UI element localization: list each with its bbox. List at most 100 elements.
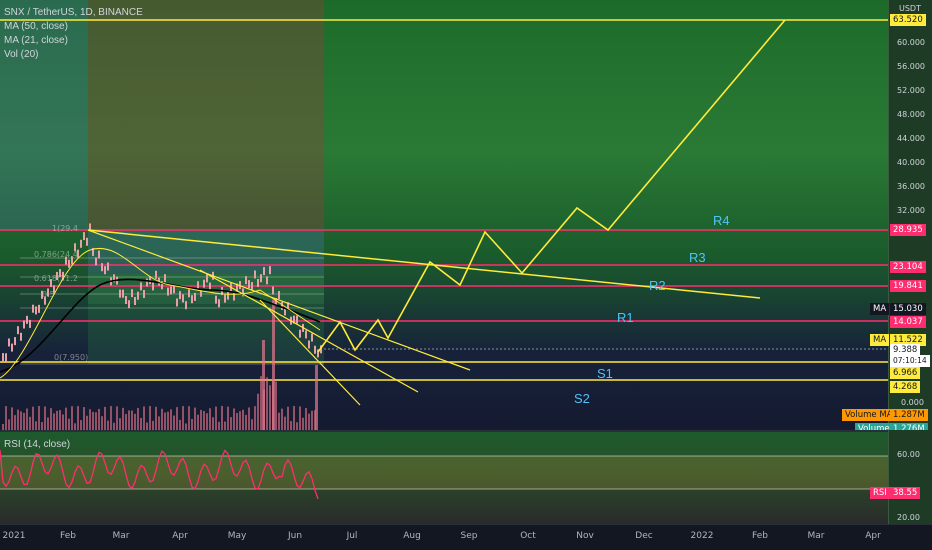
volume-bar	[179, 419, 181, 430]
volume-bar	[188, 406, 190, 430]
time-axis[interactable]: 2021 Feb Mar Apr May Jun Jul Aug Sep Oct…	[0, 524, 932, 550]
price-candle	[131, 289, 133, 298]
price-candle	[308, 340, 310, 349]
time-label: Apr	[172, 531, 188, 541]
legend-symbol[interactable]: SNX / TetherUS, 1D, BINANCE	[4, 7, 143, 18]
ma50-line	[0, 278, 321, 373]
volume-bar	[29, 416, 31, 430]
volume-bar	[35, 421, 37, 430]
price-candle	[320, 345, 322, 354]
zone-label-r3: R3	[689, 250, 706, 265]
time-label: Aug	[403, 531, 421, 541]
volume-bar	[302, 417, 304, 430]
price-candle	[89, 223, 91, 232]
price-candle	[104, 266, 106, 275]
price-tick: 40.000	[897, 158, 925, 167]
price-candle	[11, 343, 13, 352]
volume-bar	[254, 406, 256, 430]
price-candle	[206, 274, 208, 283]
legend-rsi[interactable]: RSI (14, close)	[4, 439, 71, 450]
volume-bar	[155, 406, 157, 430]
volume-bar	[47, 417, 49, 430]
rsi-line	[0, 449, 319, 500]
price-candle	[176, 298, 178, 307]
volume-bar	[44, 406, 46, 430]
volume-bar	[299, 406, 301, 430]
volume-spike	[262, 340, 265, 430]
legend-vol[interactable]: Vol (20)	[4, 49, 39, 60]
volume-spike	[272, 300, 275, 430]
price-tag-r3: 23.104	[890, 261, 926, 273]
chart-drawing-layer[interactable]	[0, 0, 888, 524]
volume-bar	[65, 407, 67, 430]
volume-bar	[311, 410, 313, 430]
price-candle	[317, 349, 319, 358]
main-price-pane[interactable]	[0, 0, 888, 430]
price-candle	[170, 286, 172, 295]
price-candle	[29, 319, 31, 328]
volume-bar	[209, 408, 211, 430]
volume-tag-label: Volume	[855, 423, 893, 430]
volume-bar	[98, 408, 100, 430]
volume-bar	[152, 420, 154, 430]
volume-bar	[260, 376, 262, 430]
price-candle	[149, 276, 151, 285]
price-candle	[92, 247, 94, 256]
volume-bar	[140, 418, 142, 430]
volume-bar	[206, 413, 208, 430]
price-candle	[83, 232, 85, 241]
volume-bar	[257, 393, 259, 430]
volume-bar	[95, 412, 97, 430]
volume-bar	[59, 410, 61, 430]
volume-bar	[203, 411, 205, 430]
price-tick: 36.000	[897, 182, 925, 191]
volume-bar	[224, 421, 226, 430]
volume-bar	[104, 406, 106, 430]
volume-bar	[122, 407, 124, 430]
volume-bar	[290, 421, 292, 430]
legend-ma50[interactable]: MA (50, close)	[4, 21, 68, 32]
volume-bar	[146, 422, 148, 430]
price-candle	[233, 292, 235, 301]
zone-label-r1: R1	[617, 310, 634, 325]
volume-bar	[266, 377, 268, 430]
volume-bar	[167, 411, 169, 430]
price-candle	[188, 289, 190, 298]
price-candle	[146, 278, 148, 287]
time-label: Nov	[576, 531, 594, 541]
price-tick: 60.000	[897, 38, 925, 47]
last-price-tag: 9.388	[890, 344, 921, 356]
price-candle	[275, 298, 277, 307]
price-tag-s2: 4.268	[890, 381, 921, 393]
volume-bar	[287, 406, 289, 430]
price-candle	[179, 291, 181, 300]
price-candle	[287, 302, 289, 311]
price-candle	[74, 243, 76, 252]
price-candle	[23, 320, 25, 329]
price-tick: 44.000	[897, 134, 925, 143]
volume-bar	[281, 408, 283, 430]
time-label: Mar	[807, 531, 825, 541]
price-candle	[242, 288, 244, 297]
volume-bar	[194, 407, 196, 430]
volume-bar	[221, 406, 223, 430]
price-candle	[2, 353, 4, 362]
volume-bar	[308, 413, 310, 430]
price-candle	[203, 279, 205, 288]
volume-bar	[56, 410, 58, 430]
volume-bar	[227, 406, 229, 430]
volume-bar	[8, 419, 10, 430]
volume-bar	[149, 406, 151, 430]
price-tag-r4: 28.935	[890, 224, 926, 236]
price-candle	[281, 301, 283, 310]
time-label: Oct	[520, 531, 536, 541]
volume-spike	[315, 365, 318, 430]
time-label: Sep	[460, 531, 478, 541]
time-label: Feb	[60, 531, 76, 541]
volume-bar	[278, 412, 280, 430]
volume-bar	[236, 413, 238, 430]
price-candle	[191, 295, 193, 304]
price-candle	[113, 274, 115, 283]
legend-ma21[interactable]: MA (21, close)	[4, 35, 68, 46]
